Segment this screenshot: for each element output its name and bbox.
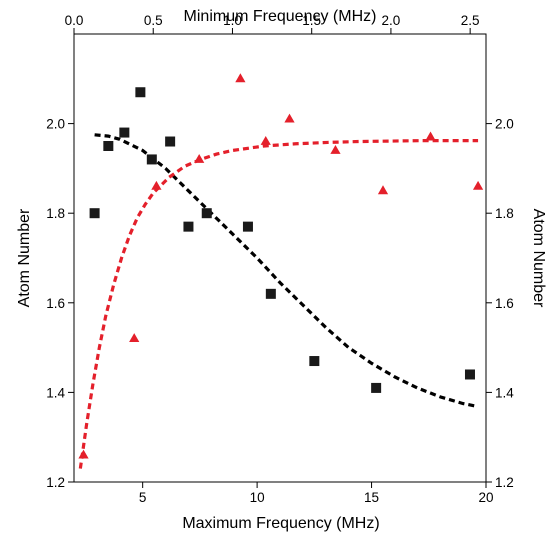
bottom-axis-title: Maximum Frequency (MHz) bbox=[182, 515, 379, 532]
triangle-data-point bbox=[377, 185, 389, 195]
triangle-data-point bbox=[330, 144, 341, 154]
triangle-data-point bbox=[472, 180, 484, 190]
triangle-data-point bbox=[151, 180, 162, 190]
fit-curve-black bbox=[94, 133, 475, 408]
right-y-tick-label: 2.0 bbox=[495, 117, 514, 132]
triangle-data-point bbox=[260, 136, 271, 145]
left-y-tick-label: 2.0 bbox=[46, 117, 65, 132]
square-data-point bbox=[103, 141, 114, 151]
fit-curve-red bbox=[78, 139, 479, 469]
triangle-data-point bbox=[425, 131, 436, 141]
top-x-tick-label: 1.5 bbox=[302, 13, 321, 28]
left-y-tick-label: 1.8 bbox=[46, 206, 65, 221]
bottom-x-tick-label: 15 bbox=[364, 490, 379, 505]
square-data-point bbox=[165, 136, 176, 147]
plot-frame bbox=[73, 33, 487, 483]
top-axis-title: Minimum Frequency (MHz) bbox=[184, 8, 377, 25]
square-data-point bbox=[265, 288, 276, 299]
left-y-tick-label: 1.4 bbox=[46, 385, 65, 400]
square-data-point bbox=[464, 369, 475, 380]
right-y-tick-label: 1.2 bbox=[495, 475, 514, 490]
triangle-data-point bbox=[194, 153, 205, 163]
square-data-point bbox=[183, 221, 194, 232]
top-x-tick-label: 0.0 bbox=[65, 13, 84, 28]
triangle-data-point bbox=[235, 73, 246, 83]
right-y-tick-label: 1.4 bbox=[495, 385, 514, 400]
right-axis-title: Atom Number bbox=[530, 209, 547, 308]
top-x-tick-label: 1.0 bbox=[223, 13, 242, 28]
square-data-point bbox=[201, 208, 212, 219]
square-data-point bbox=[135, 87, 146, 98]
bottom-x-tick-label: 5 bbox=[139, 490, 147, 505]
square-data-point bbox=[89, 208, 100, 219]
left-axis-title: Atom Number bbox=[16, 208, 33, 307]
square-data-point bbox=[309, 356, 320, 367]
bottom-x-tick-label: 10 bbox=[250, 490, 265, 505]
top-x-tick-label: 0.5 bbox=[144, 13, 163, 28]
right-y-tick-label: 1.6 bbox=[495, 296, 514, 311]
bottom-x-tick-label: 20 bbox=[478, 490, 493, 505]
square-data-point bbox=[146, 154, 157, 165]
square-data-point bbox=[119, 127, 130, 138]
triangle-data-point bbox=[284, 113, 295, 123]
top-x-tick-label: 2.5 bbox=[461, 13, 480, 28]
square-data-point bbox=[371, 382, 382, 393]
top-x-tick-label: 2.0 bbox=[382, 13, 401, 28]
left-y-tick-label: 1.2 bbox=[46, 475, 65, 490]
triangle-data-point bbox=[78, 449, 89, 459]
square-data-point bbox=[242, 221, 253, 232]
left-y-tick-label: 1.6 bbox=[46, 296, 65, 311]
triangle-data-point bbox=[129, 333, 140, 343]
right-y-tick-label: 1.8 bbox=[495, 206, 514, 221]
